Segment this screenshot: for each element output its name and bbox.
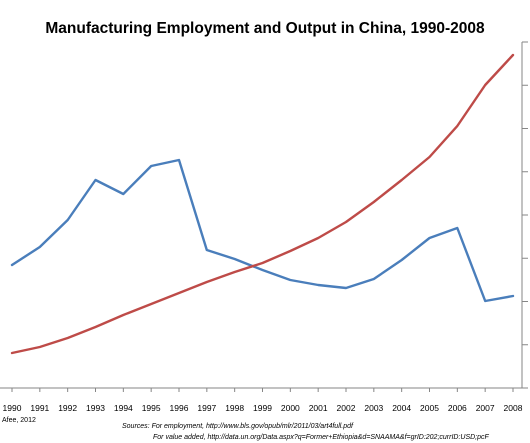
x-tick-label: 1992 [58, 403, 77, 413]
source-note-value-added: For value added, http://data.un.org/Data… [153, 434, 489, 441]
x-tick-label: 1997 [197, 403, 216, 413]
x-tick-label: 2003 [364, 403, 383, 413]
chart-axes [0, 41, 528, 392]
x-tick-label: 1991 [30, 403, 49, 413]
series-line-1 [10, 158, 515, 303]
x-tick-label: 1999 [253, 403, 272, 413]
source-note-employment: Sources: For employment, http://www.bls.… [122, 423, 353, 430]
x-tick-label: 2004 [392, 403, 411, 413]
x-tick-label: 2005 [420, 403, 439, 413]
x-tick-label: 1990 [3, 403, 22, 413]
x-tick-label: 1996 [170, 403, 189, 413]
x-tick-label: 2007 [476, 403, 495, 413]
x-tick-label: 1994 [114, 403, 133, 413]
series-line-2 [10, 53, 515, 355]
x-tick-label: 2006 [448, 403, 467, 413]
x-tick-label: 2008 [504, 403, 523, 413]
x-tick-label: 2001 [309, 403, 328, 413]
x-tick-label: 1995 [142, 403, 161, 413]
x-tick-label: 1998 [225, 403, 244, 413]
author-credit: Afee, 2012 [2, 417, 36, 424]
chart-title: Manufacturing Employment and Output in C… [45, 20, 485, 37]
x-tick-label: 2000 [281, 403, 300, 413]
x-tick-labels: 1990 1991 1992 1993 1994 1995 1996 1997 1998 1999… [3, 403, 523, 413]
x-tick-label: 1993 [86, 403, 105, 413]
x-tick-label: 2002 [337, 403, 356, 413]
series-layer [10, 53, 515, 355]
